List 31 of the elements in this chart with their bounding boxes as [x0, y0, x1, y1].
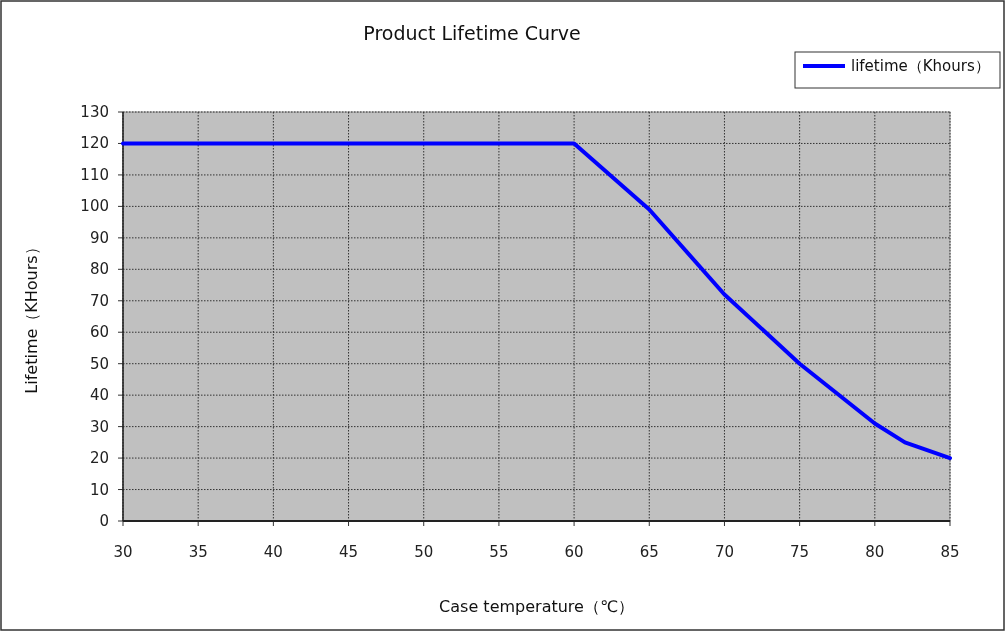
x-tick-label: 40: [263, 543, 283, 561]
y-tick-label: 70: [89, 291, 109, 310]
y-tick-label: 80: [89, 260, 109, 279]
x-tick-label: 65: [639, 543, 659, 561]
y-tick-label: 50: [89, 354, 109, 373]
x-tick-label: 80: [865, 543, 885, 561]
y-tick-label: 120: [80, 134, 109, 153]
chart-title: Product Lifetime Curve: [363, 22, 581, 44]
y-tick-label: 100: [80, 197, 109, 216]
x-axis-title: Case temperature（℃）: [439, 597, 634, 616]
x-tick-label: 55: [489, 543, 509, 561]
x-tick-label: 60: [564, 543, 584, 561]
y-tick-label: 30: [89, 417, 109, 436]
x-tick-label: 50: [414, 543, 434, 561]
x-tick-label: 45: [339, 543, 359, 561]
legend-label: lifetime（Khours）: [851, 57, 990, 75]
y-tick-label: 60: [89, 323, 109, 342]
x-tick-label: 30: [113, 543, 133, 561]
y-tick-label: 110: [80, 165, 109, 184]
y-tick-label: 40: [89, 386, 109, 405]
y-axis-title: Lifetime（KHours）: [22, 239, 41, 394]
y-tick-label: 0: [99, 512, 109, 530]
line-series: [121, 141, 952, 461]
x-tick-label: 70: [714, 543, 734, 561]
x-tick-label: 85: [940, 543, 960, 561]
x-tick-label: 75: [790, 543, 810, 561]
x-tick-label: 35: [188, 543, 208, 561]
y-tick-label: 10: [89, 480, 109, 499]
y-tick-label: 90: [89, 228, 109, 247]
y-tick-label: 20: [89, 449, 109, 468]
y-tick-label: 130: [80, 103, 109, 121]
